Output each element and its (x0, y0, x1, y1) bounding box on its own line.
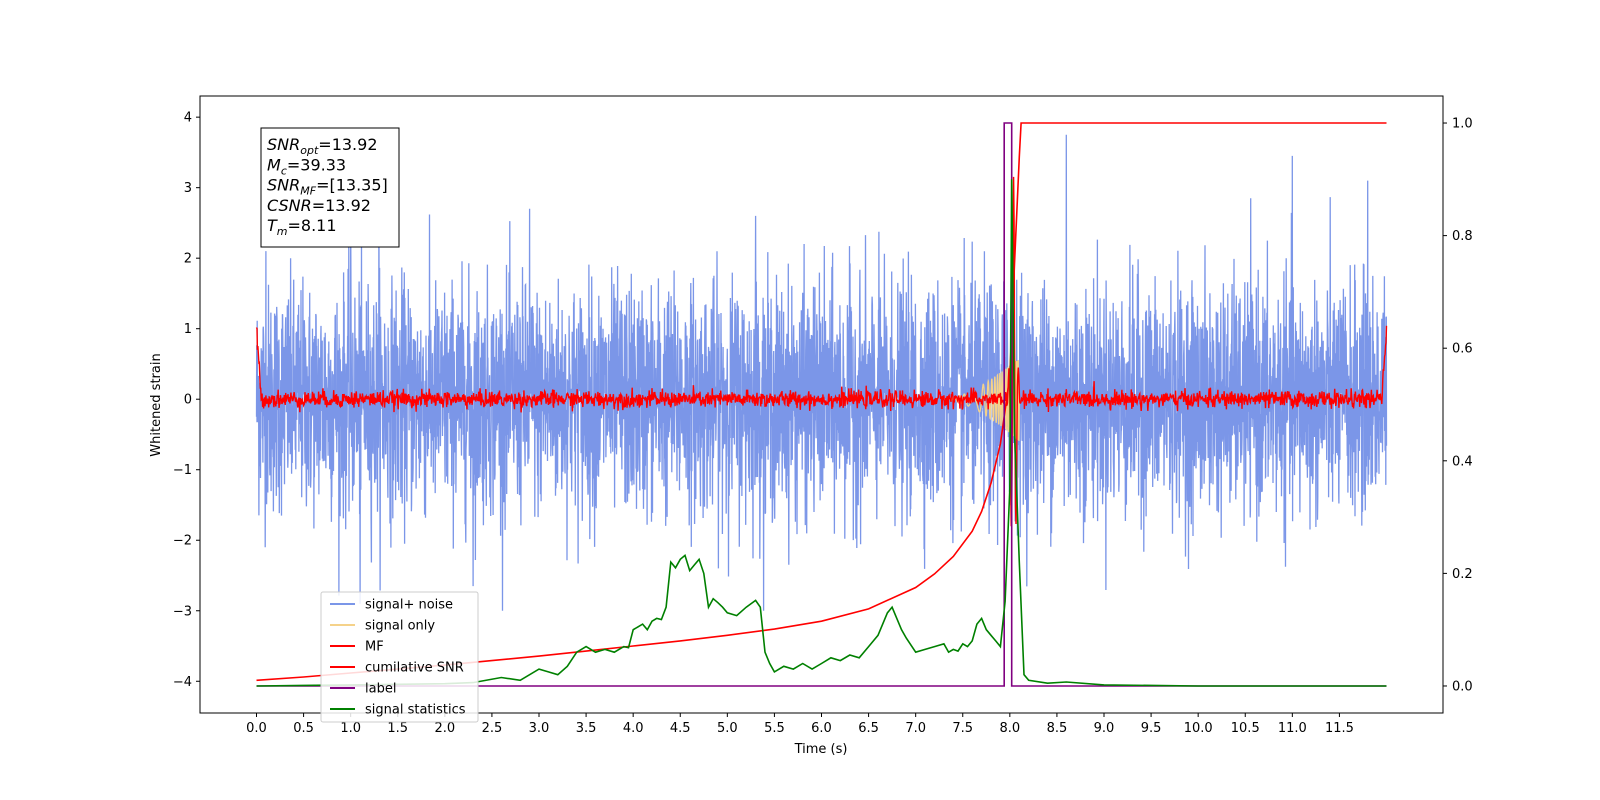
x-tick-label: 8.0 (999, 721, 1020, 736)
y2-tick-label: 0.8 (1452, 229, 1473, 244)
legend: signal+ noise signal only MF cumilative SNR… (320, 591, 479, 723)
legend-label: label (365, 682, 396, 697)
series-signal-noise (255, 134, 1388, 611)
x-axis: 0.0 0.5 1.0 1.5 2.0 2.5 3.0 3.5 4.0 4.5 5.0 5.5 6.0 6… (246, 713, 1354, 736)
y-axis-label: Whitened strain (149, 353, 164, 456)
y-tick-label: −1 (173, 463, 192, 478)
x-tick-label: 5.0 (717, 721, 738, 736)
y-tick-label: −3 (173, 604, 192, 619)
x-tick-label: 7.0 (905, 721, 926, 736)
x-tick-label: 4.5 (670, 721, 691, 736)
legend-label: cumilative SNR (365, 661, 464, 676)
series-label (256, 122, 1387, 687)
series-signal-statistics (256, 179, 1387, 687)
x-tick-label: 7.5 (952, 721, 973, 736)
y2-tick-label: 0.2 (1452, 567, 1473, 582)
x-tick-label: 11.5 (1325, 721, 1354, 736)
x-tick-label: 5.5 (764, 721, 785, 736)
x-tick-label: 2.0 (434, 721, 455, 736)
legend-label: signal+ noise (365, 598, 453, 613)
y-tick-label: −4 (173, 675, 192, 690)
y-tick-label: 0 (184, 393, 192, 408)
annotation-line: SNRMF=[13.35] (267, 176, 388, 198)
y-tick-label: 4 (184, 111, 192, 126)
legend-label: signal only (365, 619, 435, 634)
x-tick-label: 8.5 (1047, 721, 1068, 736)
x-tick-label: 3.5 (576, 721, 597, 736)
x-tick-label: 0.5 (293, 721, 314, 736)
legend-frame (320, 591, 479, 723)
annotation-line: Tm=8.11 (267, 216, 337, 238)
x-tick-label: 6.5 (858, 721, 879, 736)
series-mf (255, 176, 1388, 527)
y-tick-label: 1 (184, 322, 192, 337)
y-axis-left: 4 3 2 1 0 −1 −2 −3 −4 (173, 111, 200, 690)
x-tick-label: 6.0 (811, 721, 832, 736)
legend-label: MF (365, 640, 384, 655)
x-tick-label: 0.0 (246, 721, 267, 736)
y2-tick-label: 0.0 (1452, 679, 1473, 694)
x-tick-label: 4.0 (623, 721, 644, 736)
annotation-line: SNRopt=13.92 (267, 135, 378, 157)
x-tick-label: 9.5 (1141, 721, 1162, 736)
x-tick-label: 2.5 (482, 721, 503, 736)
y-tick-label: −2 (173, 534, 192, 549)
x-tick-label: 11.0 (1278, 721, 1307, 736)
y2-tick-label: 0.6 (1452, 342, 1473, 357)
x-tick-label: 10.5 (1231, 721, 1260, 736)
annotation-box: SNRopt=13.92Mc=39.33SNRMF=[13.35]CSNR=13… (260, 127, 400, 248)
y-tick-label: 2 (184, 252, 192, 267)
y-axis-right: 1.0 0.8 0.6 0.4 0.2 0.0 (1443, 117, 1473, 694)
y2-tick-label: 1.0 (1452, 117, 1473, 132)
annotation-line: Mc=39.33 (267, 155, 346, 177)
x-tick-label: 3.0 (529, 721, 550, 736)
y-tick-label: 3 (184, 181, 192, 196)
x-tick-label: 9.0 (1094, 721, 1115, 736)
annotation-frame (260, 127, 400, 248)
x-tick-label: 1.0 (340, 721, 361, 736)
x-tick-label: 1.5 (387, 721, 408, 736)
annotation-line: CSNR=13.92 (267, 196, 371, 215)
x-axis-label: Time (s) (794, 742, 848, 757)
x-tick-label: 10.0 (1184, 721, 1213, 736)
y2-tick-label: 0.4 (1452, 454, 1473, 469)
legend-label: signal statistics (365, 703, 466, 718)
